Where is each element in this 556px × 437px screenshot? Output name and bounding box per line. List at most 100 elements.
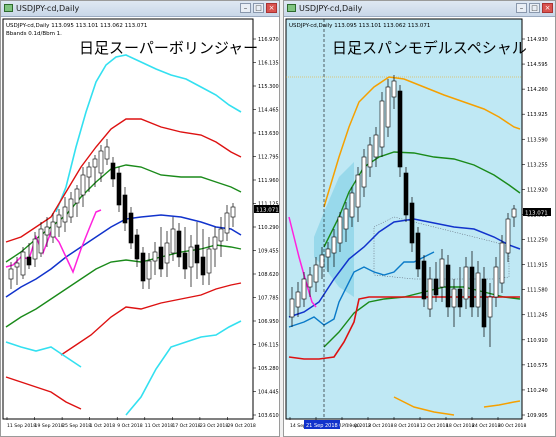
candle-bull — [14, 262, 20, 268]
chikou-span-right — [288, 216, 317, 308]
candle-bull — [367, 144, 373, 168]
candle-bull — [8, 268, 14, 280]
candle-bull — [307, 274, 313, 288]
candle-bull — [361, 156, 367, 188]
overlay-title-left: 日足スーパーボリンジャー — [79, 39, 258, 57]
candle-bear — [457, 288, 463, 308]
y-axis-right: 114.930 114.595 114.260 113.925 113.590 113.2… — [522, 37, 548, 419]
candle-bear — [415, 232, 421, 270]
candle-bull — [385, 86, 391, 128]
candle-bear — [158, 246, 164, 270]
candle-bull — [439, 258, 445, 288]
y-tick-label: 112.920 — [527, 187, 548, 193]
window-controls-left: – □ × — [240, 3, 277, 13]
candle-bull — [331, 236, 337, 254]
candle-bear — [469, 266, 475, 308]
maximize-button[interactable]: □ — [529, 3, 540, 13]
candle-bull — [230, 206, 236, 218]
y-tick-label: 109.905 — [527, 413, 548, 419]
candle-bear — [194, 244, 200, 264]
chart-window-right[interactable]: USDJPY-cd,Daily – □ × USDJPY-cd,Daily 11… — [283, 0, 556, 437]
y-tick-label: 108.620 — [258, 272, 279, 278]
y-tick-label: 109.455 — [258, 249, 279, 255]
x-tick-label: 2 Oct 2018 — [368, 423, 394, 429]
candle-bull — [170, 228, 176, 254]
chart-canvas-right[interactable]: USDJPY-cd,Daily 113.095 113.101 113.062 … — [284, 17, 555, 437]
candle-bear — [110, 162, 116, 180]
bband-lower-2sd — [60, 282, 242, 356]
candle-bull — [56, 214, 62, 228]
candle-bull — [475, 272, 481, 308]
bband-upper-3sd — [55, 54, 242, 213]
candle-bull — [38, 228, 44, 254]
chart-window-icon — [287, 4, 296, 12]
candle-bear — [409, 202, 415, 244]
candle-bull — [74, 188, 80, 204]
candle-bull — [499, 242, 505, 284]
candle-bull — [349, 192, 355, 218]
candle-bull — [62, 206, 68, 223]
candle-bull — [188, 246, 194, 268]
candle-bull — [337, 216, 343, 244]
bband-lower-1sd — [5, 244, 242, 328]
close-button[interactable]: × — [266, 3, 277, 13]
candle-bull — [325, 248, 331, 258]
candle-bull — [355, 174, 361, 208]
maximize-button[interactable]: □ — [253, 3, 264, 13]
window-title-left: USDJPY-cd,Daily — [16, 4, 80, 13]
candle-bull — [146, 260, 152, 280]
span-lower-2sd-tail — [393, 396, 455, 416]
window-titlebar-left[interactable]: USDJPY-cd,Daily – □ × — [1, 1, 279, 17]
candle-bull — [319, 254, 325, 268]
candle-bear — [481, 278, 487, 328]
y-tick-label: 105.280 — [258, 366, 279, 372]
candle-bull — [212, 236, 218, 250]
candle-bull — [92, 158, 98, 168]
x-tick-label: 12 Oct 2018 — [420, 423, 448, 429]
x-tick-label: 18 Oct 2018 — [446, 423, 474, 429]
candle-bull — [511, 208, 517, 218]
candle-bear — [421, 260, 427, 300]
chart-canvas-left[interactable]: USDJPY-cd,Daily 113.095 113.101 113.062 … — [1, 17, 279, 437]
candle-bear — [200, 256, 206, 276]
candle-bull — [427, 278, 433, 310]
candle-bear — [26, 256, 32, 266]
candle-bull — [80, 174, 86, 196]
candle-bull — [289, 298, 295, 318]
candle-bull — [20, 251, 26, 276]
bband-upper-2sd — [5, 118, 242, 243]
candle-bull — [68, 198, 74, 218]
candle-bear — [445, 264, 451, 308]
bband-lower-3sd — [125, 320, 242, 416]
y-tick-label: 104.445 — [258, 390, 279, 396]
overlay-title-right: 日足スパンモデルスペシャル — [332, 39, 527, 57]
y-tick-label: 106.115 — [258, 343, 279, 349]
x-tick-label: 9 Oct 2018 — [117, 423, 143, 429]
y-tick-label: 110.575 — [527, 363, 548, 369]
bband-lower-3sd-tail — [5, 341, 82, 368]
minimize-button[interactable]: – — [240, 3, 251, 13]
x-tick-label: 25 Sep 2018 — [62, 423, 91, 429]
candle-bull — [44, 226, 50, 236]
candle-bull — [343, 208, 349, 230]
candle-bear — [122, 194, 128, 224]
close-button[interactable]: × — [542, 3, 553, 13]
candle-bull — [391, 80, 397, 98]
y-tick-label: 111.915 — [527, 263, 548, 269]
window-titlebar-right[interactable]: USDJPY-cd,Daily – □ × — [284, 1, 555, 17]
y-tick-label: 116.135 — [258, 61, 279, 67]
candle-bear — [116, 172, 122, 206]
candle-bull — [86, 166, 92, 178]
y-tick-label: 113.925 — [527, 112, 548, 118]
bband-lower-2sd-tail — [5, 376, 82, 410]
minimize-button[interactable]: – — [516, 3, 527, 13]
y-tick-label: 103.610 — [258, 413, 279, 419]
bband-upper-1sd — [5, 164, 242, 263]
y-tick-label: 114.930 — [527, 37, 548, 43]
info-line-left: USDJPY-cd,Daily 113.095 113.101 113.062 … — [6, 23, 147, 29]
candle-bull — [32, 238, 38, 260]
candles-left — [8, 139, 236, 289]
chart-window-left[interactable]: USDJPY-cd,Daily – □ × USDJPY-cd,Daily 11… — [0, 0, 280, 437]
candle-bull — [379, 100, 385, 148]
